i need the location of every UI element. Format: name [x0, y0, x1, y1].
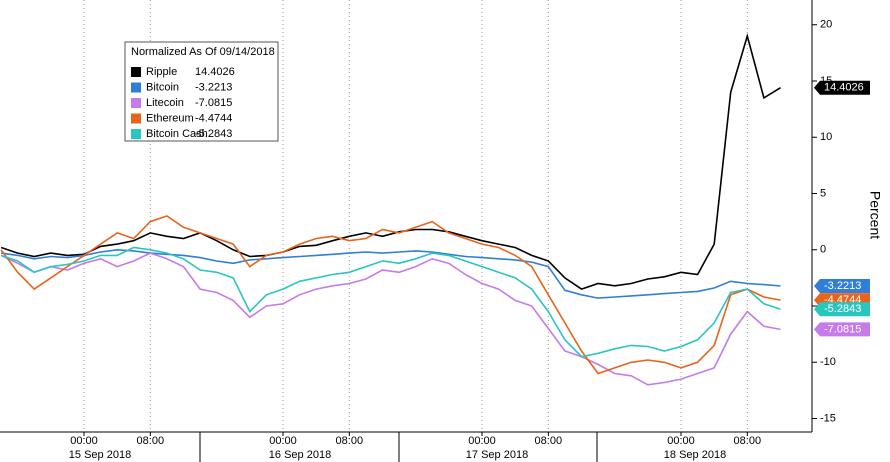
- series-line: [0, 215, 781, 375]
- legend-swatch: [131, 129, 141, 139]
- legend-swatch: [131, 113, 141, 124]
- legend-swatch: [131, 82, 141, 93]
- date-label: 17 Sep 2018: [466, 449, 528, 461]
- x-tick-label: 00:00: [667, 435, 695, 447]
- y-tick-label: 5: [820, 187, 826, 199]
- flag-label: -5.2843: [824, 303, 861, 315]
- series-line: [0, 248, 781, 299]
- legend-label: Ripple: [146, 66, 177, 78]
- x-tick-label: 08:00: [734, 435, 762, 447]
- grid: [83, 0, 748, 432]
- y-axis-label: Percent: [867, 191, 883, 239]
- x-tick-label: 08:00: [535, 435, 563, 447]
- x-tick-label: 08:00: [336, 435, 364, 447]
- legend-box: [124, 41, 279, 142]
- legend-swatch: [131, 98, 141, 108]
- series-line: [0, 246, 781, 358]
- series-line: [0, 33, 781, 290]
- legend-value: -7.0815: [195, 97, 232, 109]
- y-tick-label: -15: [820, 412, 836, 424]
- legend: Normalized As Of 09/14/2018 Ripple 14.402…: [124, 41, 279, 142]
- legend-value: -3.2213: [195, 81, 232, 93]
- value-flag: [814, 322, 870, 337]
- legend-label: Bitcoin: [146, 81, 179, 93]
- x-tick-label: 00:00: [468, 435, 496, 447]
- y-tick-label: 10: [820, 131, 832, 143]
- legend-value: -4.4744: [195, 112, 232, 124]
- flag-label: -3.2213: [824, 280, 861, 292]
- x-tick-label: 08:00: [137, 435, 165, 447]
- y-tick-label: 0: [820, 244, 826, 256]
- date-label: 18 Sep 2018: [664, 449, 726, 461]
- value-flag: [814, 302, 870, 317]
- date-label: 16 Sep 2018: [269, 449, 331, 461]
- date-label: 15 Sep 2018: [69, 449, 131, 461]
- series-line: [0, 252, 781, 386]
- legend-swatch: [131, 67, 141, 77]
- legend-value: -5.2843: [195, 128, 232, 140]
- legend-label: Litecoin: [146, 97, 184, 109]
- legend-value: 14.4026: [195, 66, 235, 78]
- legend-title: Normalized As Of 09/14/2018: [131, 46, 275, 58]
- x-tick-label: 00:00: [269, 435, 297, 447]
- value-flag: [814, 278, 870, 293]
- y-tick-label: 20: [820, 19, 832, 31]
- value-flag: [814, 80, 870, 95]
- y-tick-label: -10: [820, 356, 836, 368]
- lines: [0, 33, 781, 386]
- legend-label: Bitcoin Cash: [146, 128, 208, 140]
- flag-label: 14.4026: [824, 82, 864, 94]
- legend-label: Ethereum: [146, 112, 194, 124]
- flag-label: -7.0815: [824, 323, 861, 335]
- x-tick-label: 00:00: [70, 435, 98, 447]
